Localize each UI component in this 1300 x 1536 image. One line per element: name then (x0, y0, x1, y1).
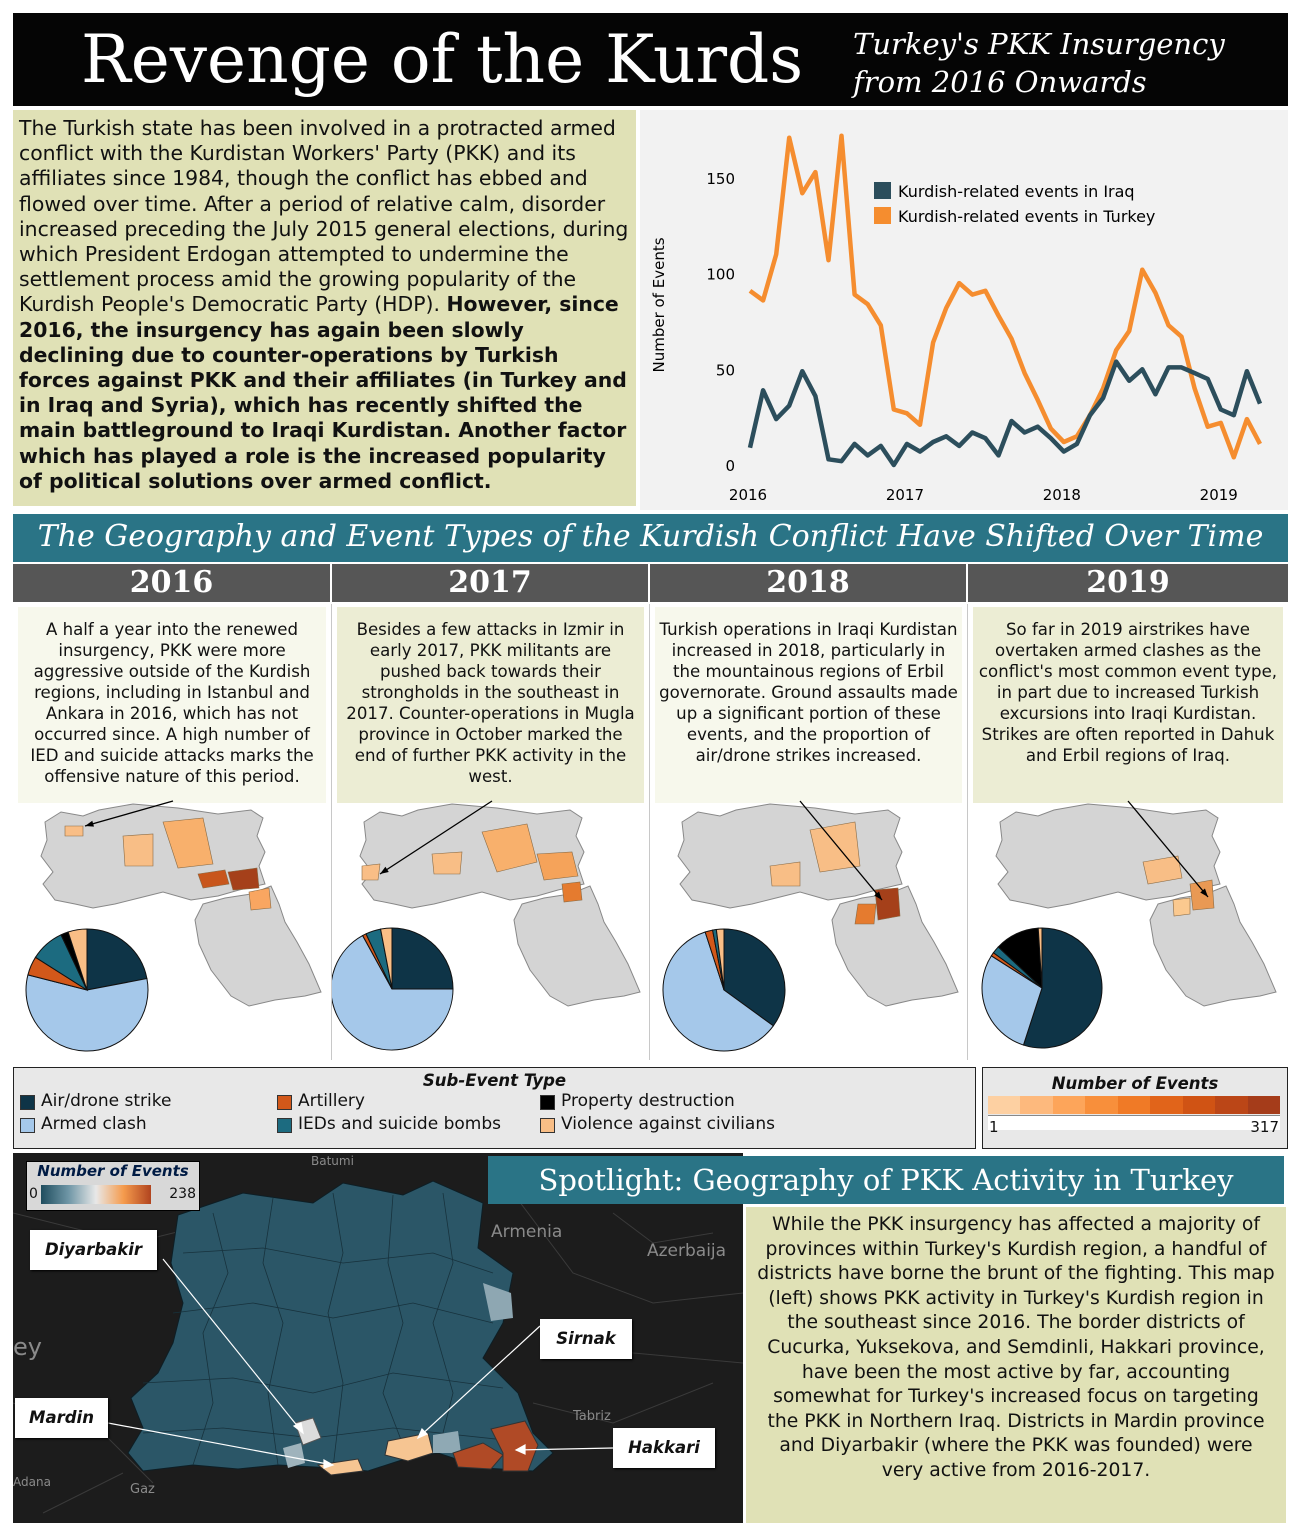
line-legend-label: Kurdish-related events in Turkey (898, 207, 1155, 226)
legend-label: Armed clash (41, 1114, 147, 1134)
year-header-2017: 2017 (332, 564, 648, 602)
year-map-pie-2018 (650, 604, 967, 1060)
year-map-pie-2019 (968, 604, 1288, 1060)
y-tick-label: 0 (725, 457, 735, 475)
line-chart-svg: Number of Events 0 50 100 150 2016 2017 2018 2… (640, 110, 1288, 510)
line-legend-swatch (874, 207, 891, 224)
turkey-shape (678, 804, 902, 908)
spotlight-legend-max: 238 (169, 1186, 196, 1202)
year-label: 2016 (13, 564, 330, 602)
map-label-turkey: ey (13, 1333, 42, 1361)
year-label: 2019 (968, 564, 1288, 602)
active-province (228, 868, 259, 890)
legend-max: 317 (1250, 1118, 1279, 1136)
intro-text: The Turkish state has been involved in a… (13, 110, 636, 506)
spotlight-banner: Spotlight: Geography of PKK Activity in … (488, 1156, 1284, 1204)
year-panel-2016: A half a year into the renewed insurgenc… (13, 604, 332, 1060)
pie-slice-air-drone-strike (392, 928, 453, 989)
year-label: 2017 (332, 564, 648, 602)
spotlight-text: While the PKK insurgency has affected a … (746, 1207, 1286, 1523)
spotlight-legend-min: 0 (29, 1186, 38, 1202)
active-province (65, 826, 83, 836)
swatch-air-drone (20, 1095, 35, 1110)
map-label-armenia: Armenia (491, 1222, 562, 1242)
year-panel-2019: So far in 2019 airstrikes have overtaken… (968, 604, 1288, 1060)
turkey-shape (996, 804, 1220, 908)
map-label-adana: Adana (13, 1475, 51, 1489)
section-banner-text: The Geography and Event Types of the Kur… (13, 514, 1288, 560)
legend-label: IEDs and suicide bombs (298, 1114, 501, 1134)
year-header-2019: 2019 (968, 564, 1288, 602)
active-province (1173, 898, 1190, 916)
callout-mardin: Mardin (15, 1398, 108, 1438)
active-province (1190, 880, 1214, 910)
page-subtitle: Turkey's PKK Insurgency from 2016 Onward… (853, 25, 1273, 101)
intro-bold: However, since 2016, the insurgency has … (19, 292, 627, 492)
year-map-pie-2016 (13, 604, 331, 1060)
intro-plain: The Turkish state has been involved in a… (19, 116, 628, 316)
series-line-iraq (750, 362, 1260, 465)
swatch-ieds (277, 1118, 292, 1133)
legend-label: Air/drone strike (41, 1091, 171, 1111)
active-province (537, 852, 578, 880)
section-banner: The Geography and Event Types of the Kur… (13, 514, 1288, 562)
iraq-shape (514, 886, 640, 1006)
year-map-pie-2017 (332, 604, 649, 1060)
map-label-azerbaijan: Azerbaija (647, 1241, 726, 1261)
y-tick-label: 50 (716, 361, 735, 379)
x-tick-label: 2017 (886, 486, 924, 504)
active-province (770, 862, 800, 886)
y-tick-label: 100 (706, 266, 735, 284)
line-legend-label: Kurdish-related events in Iraq (898, 182, 1135, 201)
line-legend-swatch (874, 182, 891, 199)
year-header-2016: 2016 (13, 564, 330, 602)
spotlight-map: Batumi Armenia Azerbaija ey Tabriz Adana… (13, 1153, 743, 1523)
spotlight-legend-title: Number of Events (27, 1162, 199, 1180)
year-label: 2018 (650, 564, 966, 602)
page-title: Revenge of the Kurds (81, 13, 803, 106)
legend-label: Property destruction (561, 1091, 735, 1111)
swatch-armed-clash (20, 1118, 35, 1133)
y-tick-label: 150 (706, 170, 735, 188)
number-of-events-legend: Number of Events 1 317 (982, 1067, 1288, 1149)
spotlight-title: Spotlight: Geography of PKK Activity in … (488, 1156, 1284, 1204)
swatch-violence (540, 1118, 555, 1133)
legend-label: Artillery (298, 1091, 365, 1111)
active-province (432, 852, 462, 874)
callout-sirnak: Sirnak (540, 1319, 632, 1359)
x-tick-label: 2018 (1043, 486, 1081, 504)
spotlight-legend: Number of Events 0 238 (26, 1161, 200, 1211)
year-panel-2018: Turkish operations in Iraqi Kurdistan in… (650, 604, 968, 1060)
callout-diyarbakir: Diyarbakir (30, 1230, 157, 1270)
kurdish-region (128, 1181, 553, 1471)
x-tick-label: 2016 (729, 486, 767, 504)
swatch-artillery (277, 1095, 292, 1110)
header-bar: Revenge of the Kurds Turkey's PKK Insurg… (13, 13, 1288, 106)
swatch-property (540, 1095, 555, 1110)
y-axis-label: Number of Events (650, 237, 668, 372)
legend-title: Sub-Event Type (14, 1071, 975, 1090)
year-panel-2017: Besides a few attacks in Izmir in early … (332, 604, 650, 1060)
active-province (362, 864, 380, 880)
color-scale-bar (988, 1096, 1280, 1114)
legend-title: Number of Events (983, 1074, 1287, 1093)
map-label-tabriz: Tabriz (572, 1409, 611, 1424)
year-header-2018: 2018 (650, 564, 966, 602)
sub-event-legend: Sub-Event Type Air/drone strike Armed cl… (13, 1067, 976, 1149)
active-province (249, 888, 271, 910)
x-tick-label: 2019 (1200, 486, 1238, 504)
line-chart: Number of Events 0 50 100 150 2016 2017 2018 2… (640, 110, 1288, 510)
legend-min: 1 (989, 1118, 999, 1136)
active-province (123, 834, 153, 866)
active-province (562, 882, 582, 902)
active-province (855, 904, 876, 924)
map-label-gaz: Gaz (130, 1482, 155, 1497)
callout-hakkari: Hakkari (613, 1428, 715, 1468)
map-label-batumi: Batumi (311, 1154, 354, 1168)
legend-label: Violence against civilians (561, 1114, 775, 1134)
spotlight-legend-gradient (41, 1185, 151, 1204)
